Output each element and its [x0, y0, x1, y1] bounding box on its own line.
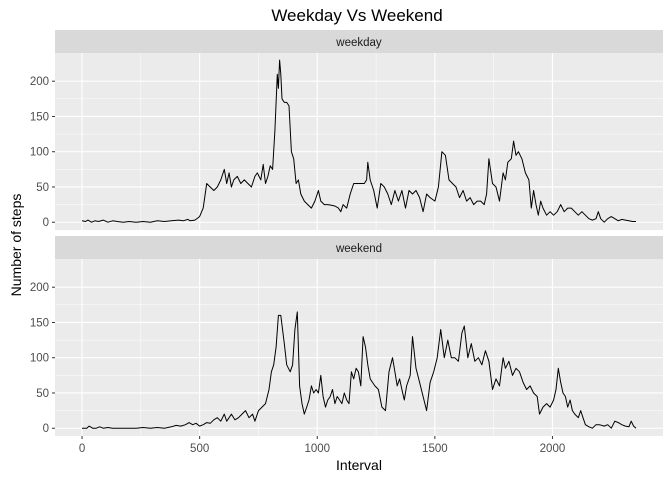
x-tick-label: 2000 [540, 443, 566, 455]
y-axis-label: Number of steps [8, 194, 24, 297]
y-tick-label: 200 [30, 76, 49, 88]
facet-strip [55, 30, 663, 53]
x-tick-label: 0 [79, 443, 85, 455]
series-line-weekend [82, 311, 637, 429]
x-tick-label: 1000 [304, 443, 330, 455]
series-line-weekday [81, 59, 636, 223]
panel-background [55, 53, 663, 230]
facet-strip-label: weekend [335, 243, 382, 255]
x-tick-label: 1500 [422, 443, 448, 455]
y-tick-label: 50 [36, 182, 49, 194]
chart-title: Weekday Vs Weekend [271, 6, 442, 25]
y-tick-label: 100 [30, 353, 49, 365]
y-tick-label: 100 [30, 147, 49, 159]
facet-strip [55, 236, 663, 259]
x-tick-label: 500 [190, 443, 209, 455]
y-tick-label: 0 [43, 217, 49, 229]
y-tick-label: 50 [36, 388, 49, 400]
y-tick-label: 0 [43, 423, 49, 435]
facet-strip-label: weekday [335, 37, 382, 49]
panel-background [55, 259, 663, 436]
x-axis-label: Interval [336, 457, 382, 473]
y-tick-label: 200 [30, 282, 49, 294]
facet-weekday: weekday 0 50 100 150 200 [30, 30, 663, 230]
y-tick-label: 150 [30, 317, 49, 329]
y-tick-label: 150 [30, 111, 49, 123]
